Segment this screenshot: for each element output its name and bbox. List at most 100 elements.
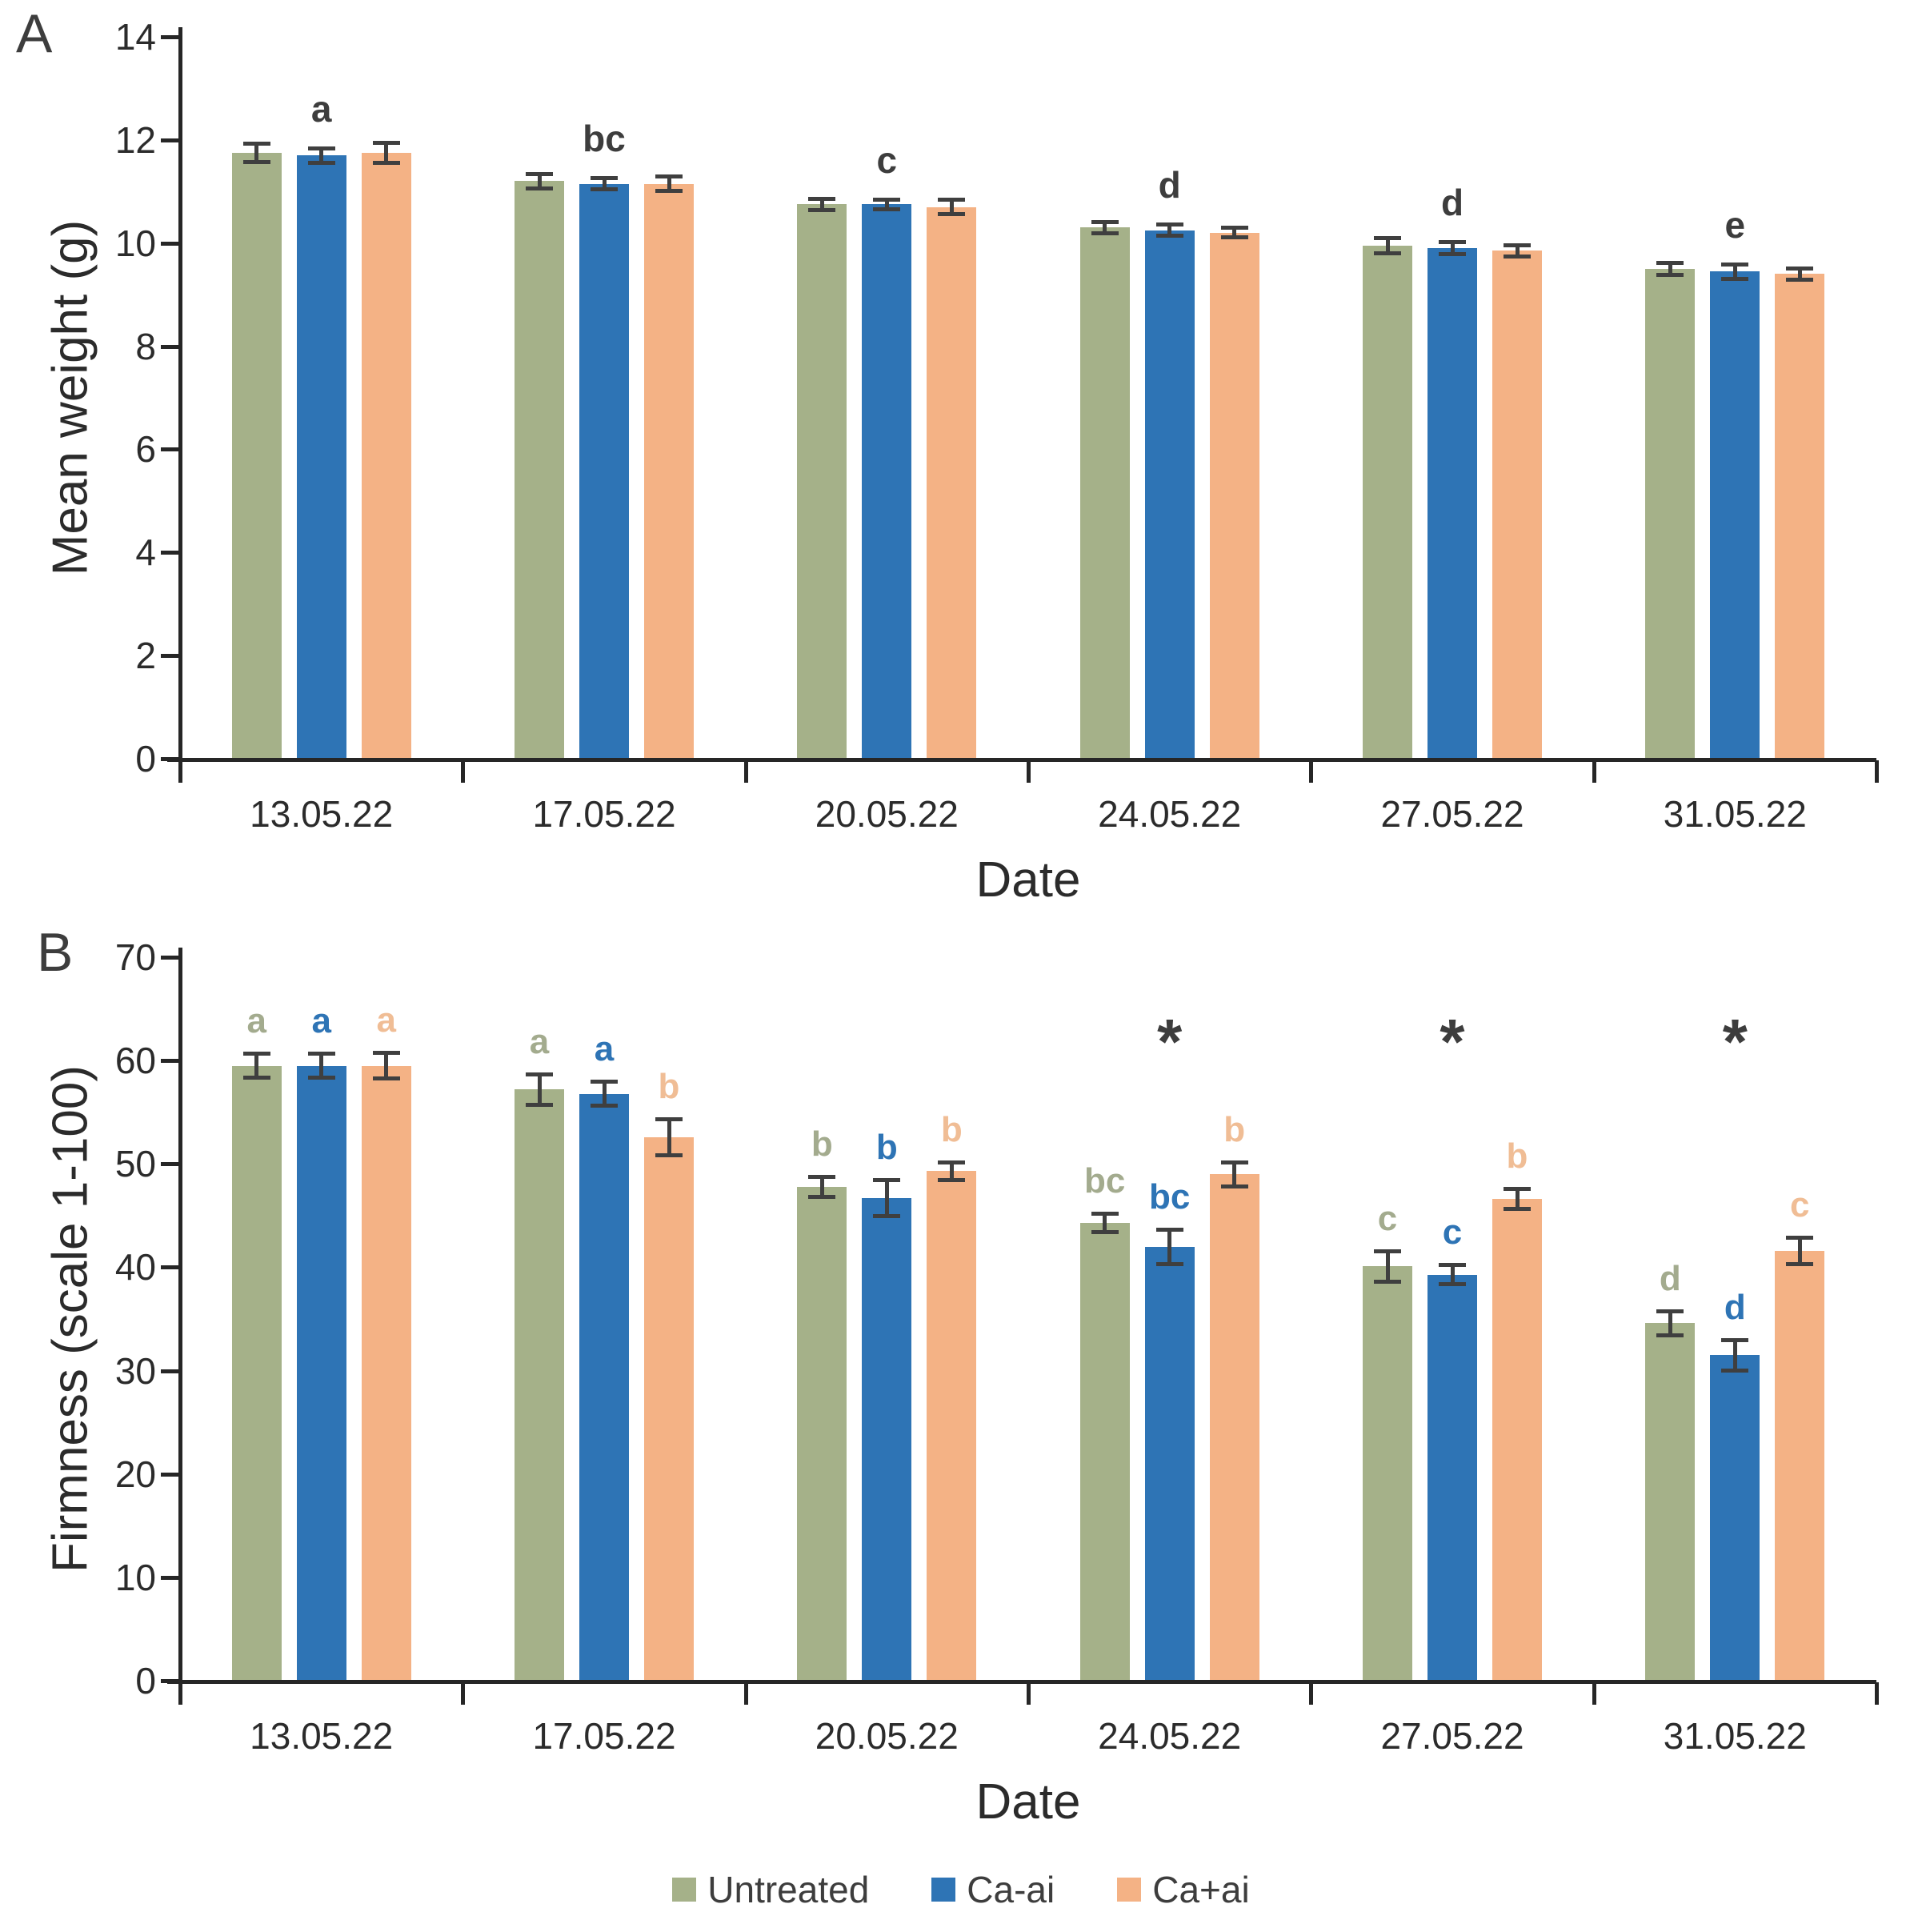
error-bar-cap-bottom — [307, 160, 335, 165]
bar-ca+ai-24.05.22 — [1209, 232, 1259, 759]
bar-untreated-20.05.22 — [797, 204, 847, 759]
error-bar-cap-bottom — [655, 189, 683, 194]
error-bar-line — [319, 1053, 324, 1079]
y-tick — [161, 1162, 180, 1167]
error-bar-line — [254, 1053, 259, 1079]
error-bar-cap-bottom — [1504, 1207, 1531, 1212]
legend-item-untreated: Untreated — [672, 1871, 869, 1908]
error-bar-line — [884, 199, 889, 210]
error-bar-cap-bottom — [307, 1076, 335, 1080]
y-tick-label: 60 — [114, 1040, 156, 1082]
y-tick-label: 20 — [114, 1453, 156, 1495]
y-tick-label: 12 — [114, 118, 156, 161]
y-tick — [161, 1575, 180, 1580]
bar-ca-ai-27.05.22 — [1427, 1274, 1477, 1681]
error-bar-cap-bottom — [1656, 1333, 1684, 1337]
y-axis-title: Firmness (scale 1-100) — [42, 1065, 98, 1573]
group-sig-letter-20.05.22: c — [876, 139, 898, 181]
bar-ca+ai-20.05.22 — [927, 1171, 977, 1681]
error-bar-line — [602, 1081, 607, 1106]
bar-ca-ai-17.05.22 — [579, 183, 629, 759]
error-bar-line — [819, 1176, 824, 1197]
error-bar-cap-top — [591, 1080, 618, 1084]
x-category-label-17.05.22: 17.05.22 — [532, 1715, 676, 1757]
error-bar-line — [1385, 238, 1390, 254]
error-bar-cap-top — [242, 142, 270, 146]
error-bar-cap-bottom — [372, 160, 400, 165]
error-bar-line — [1732, 1339, 1737, 1371]
y-tick-label: 0 — [135, 1660, 156, 1702]
x-tick — [178, 1682, 182, 1705]
error-bar-line — [949, 199, 954, 215]
error-bar-cap-bottom — [1220, 1184, 1248, 1188]
error-bar-line — [537, 173, 542, 189]
error-bar-cap-top — [1439, 240, 1466, 245]
y-tick-label: 10 — [114, 222, 156, 264]
x-tick — [1592, 760, 1596, 783]
sig-letter-untreated-31.05.22: d — [1659, 1258, 1681, 1298]
error-bar-cap-top — [526, 1072, 553, 1076]
error-bar-line — [1232, 1161, 1237, 1187]
error-bar-line — [319, 147, 324, 163]
error-bar-cap-bottom — [655, 1153, 683, 1157]
bar-untreated-17.05.22 — [515, 181, 564, 759]
x-tick — [1027, 760, 1031, 783]
error-bar-cap-top — [1220, 226, 1248, 230]
bar-ca+ai-13.05.22 — [361, 1065, 411, 1681]
y-tick-label: 10 — [114, 1556, 156, 1598]
error-bar-cap-bottom — [1155, 1261, 1183, 1266]
y-tick — [161, 757, 180, 761]
error-bar-cap-top — [1504, 1187, 1531, 1192]
sig-letter-untreated-27.05.22: c — [1377, 1198, 1398, 1238]
y-tick-label: 40 — [114, 1246, 156, 1289]
error-bar-cap-top — [1786, 266, 1814, 271]
panel-label-a: A — [16, 3, 53, 64]
error-bar-cap-top — [655, 1116, 683, 1121]
error-bar-cap-top — [1656, 1309, 1684, 1313]
sig-letter-ca-ai-24.05.22: bc — [1149, 1176, 1191, 1217]
error-bar-cap-top — [372, 1050, 400, 1055]
error-bar-cap-top — [808, 1174, 836, 1179]
bar-ca-ai-20.05.22 — [862, 1197, 912, 1681]
bar-ca-ai-27.05.22 — [1427, 248, 1477, 759]
error-bar-cap-bottom — [1091, 231, 1119, 236]
bar-ca+ai-13.05.22 — [361, 153, 411, 759]
sig-letter-ca-ai-20.05.22: b — [875, 1127, 898, 1167]
error-bar-line — [667, 176, 671, 192]
bar-ca-ai-24.05.22 — [1144, 230, 1195, 759]
x-category-label-20.05.22: 20.05.22 — [815, 1715, 959, 1757]
sig-letter-untreated-17.05.22: a — [529, 1021, 550, 1061]
y-tick — [161, 654, 180, 659]
x-tick — [178, 760, 182, 783]
error-bar-cap-top — [307, 1052, 335, 1056]
error-bar-line — [1515, 1188, 1520, 1210]
x-tick — [461, 1682, 466, 1705]
error-bar-cap-bottom — [526, 1102, 553, 1107]
error-bar-line — [384, 1052, 389, 1080]
bar-untreated-24.05.22 — [1079, 1222, 1130, 1681]
bar-ca+ai-27.05.22 — [1492, 1199, 1542, 1681]
sig-letter-ca+ai-13.05.22: a — [376, 1000, 396, 1040]
error-bar-cap-bottom — [1439, 251, 1466, 256]
error-bar-cap-top — [1786, 1236, 1814, 1240]
bar-untreated-17.05.22 — [515, 1089, 564, 1681]
x-tick — [1592, 1682, 1596, 1705]
error-bar-cap-bottom — [1721, 1368, 1749, 1373]
y-tick — [161, 241, 180, 246]
error-bar-cap-top — [1155, 1227, 1183, 1232]
y-tick-label: 0 — [135, 738, 156, 780]
error-bar-cap-bottom — [591, 1104, 618, 1108]
x-tick — [1309, 1682, 1314, 1705]
error-bar-line — [1668, 263, 1672, 275]
bar-ca-ai-20.05.22 — [862, 204, 912, 759]
error-bar-cap-bottom — [938, 212, 966, 217]
error-bar-line — [1167, 223, 1172, 237]
bar-untreated-27.05.22 — [1363, 245, 1412, 759]
bar-ca-ai-31.05.22 — [1710, 271, 1760, 759]
sig-letter-ca-ai-17.05.22: a — [594, 1029, 615, 1068]
legend-label: Untreated — [707, 1869, 870, 1910]
bar-ca+ai-17.05.22 — [644, 1136, 694, 1681]
error-bar-cap-bottom — [526, 186, 553, 191]
bar-untreated-31.05.22 — [1645, 1323, 1696, 1681]
